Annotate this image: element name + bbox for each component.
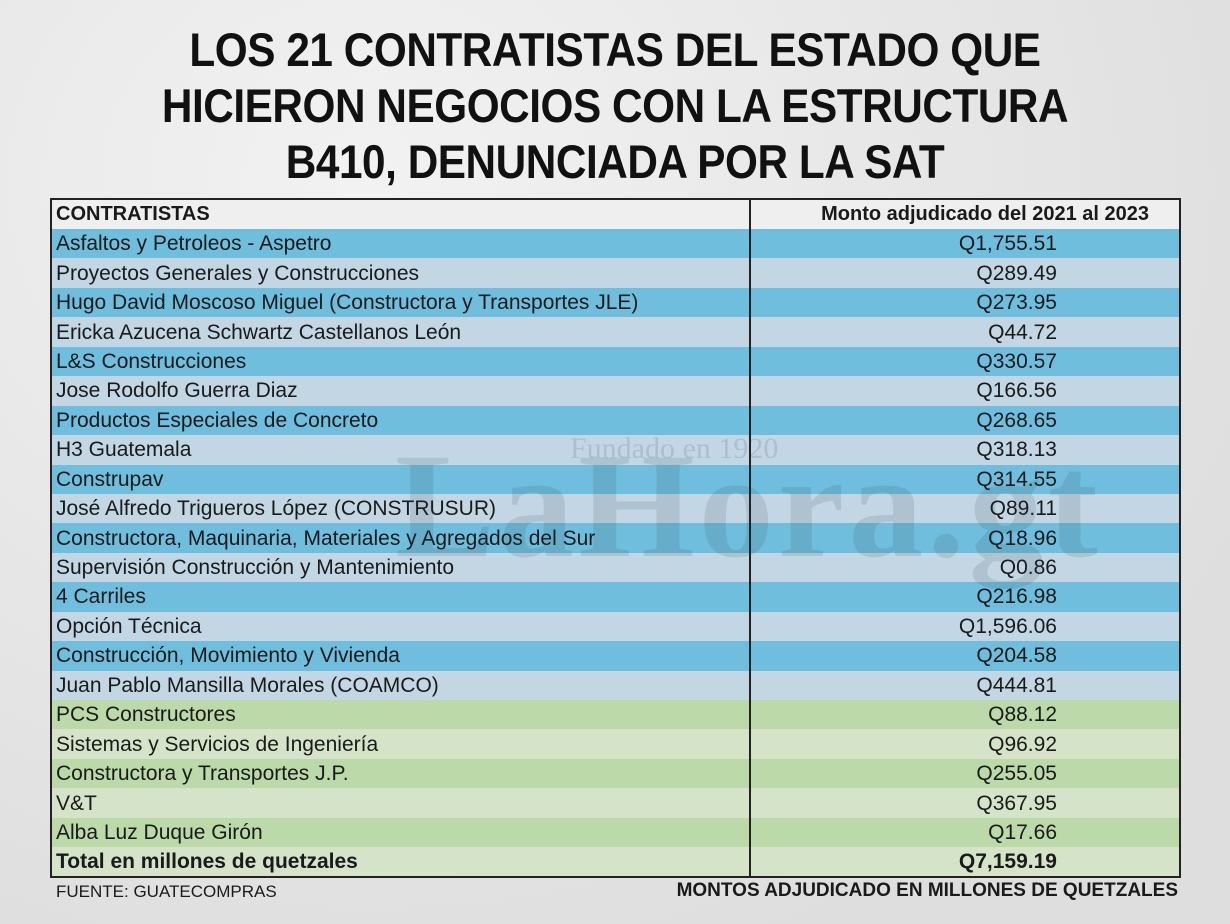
contract-amount: Q255.05 [749, 758, 1180, 789]
table-row: Juan Pablo Mansilla Morales (COAMCO) Q444… [51, 670, 1180, 700]
contract-amount: Q204.58 [749, 641, 1180, 671]
title-line-1: LOS 21 CONTRATISTAS DEL ESTADO QUE [189, 23, 1041, 76]
table-row: Asfaltos y Petroleos - Aspetro Q1,755.51 [51, 229, 1180, 259]
contractor-name: Hugo David Moscoso Miguel (Constructora … [51, 287, 751, 318]
contract-amount: Q216.98 [749, 582, 1180, 612]
contract-amount: Q314.55 [749, 464, 1180, 494]
total-amount: Q7,159.19 [749, 847, 1180, 878]
table-row: V&T Q367.95 [51, 788, 1180, 818]
table-row: José Alfredo Trigueros López (CONSTRUSUR… [51, 493, 1180, 524]
total-row: Total en millones de quetzales Q7,159.19 [51, 847, 1180, 878]
contract-amount: Q89.11 [749, 493, 1180, 524]
contract-amount: Q268.65 [749, 405, 1180, 436]
contract-amount: Q444.81 [749, 670, 1180, 700]
table-row: Construpav Q314.55 [51, 464, 1180, 494]
table-header-row: CONTRATISTAS Monto adjudicado del 2021 a… [51, 199, 1180, 229]
table-row: Opción Técnica Q1,596.06 [51, 611, 1180, 642]
contract-amount: Q18.96 [749, 523, 1180, 553]
contractors-table: CONTRATISTAS Monto adjudicado del 2021 a… [50, 198, 1181, 879]
contract-amount: Q0.86 [749, 552, 1180, 583]
contract-amount: Q289.49 [749, 258, 1180, 288]
table-row: Construcción, Movimiento y Vivienda Q204.… [51, 641, 1180, 671]
contractor-name: L&S Construcciones [51, 346, 751, 377]
contract-amount: Q330.57 [749, 346, 1180, 377]
title-line-3: B410, DENUNCIADA POR LA SAT [285, 135, 945, 188]
table-row: 4 Carriles Q216.98 [51, 582, 1180, 612]
contract-amount: Q96.92 [749, 729, 1180, 759]
contractor-name: Construcción, Movimiento y Vivienda [51, 641, 751, 671]
header-amount: Monto adjudicado del 2021 al 2023 [749, 199, 1180, 229]
contractor-name: Opción Técnica [51, 611, 751, 642]
table-row: Hugo David Moscoso Miguel (Constructora … [51, 287, 1180, 318]
contractor-name: PCS Constructores [51, 700, 751, 730]
contractor-name: 4 Carriles [51, 582, 751, 612]
contract-amount: Q166.56 [749, 376, 1180, 406]
table-row: Productos Especiales de Concreto Q268.65 [51, 405, 1180, 436]
contractor-name: Juan Pablo Mansilla Morales (COAMCO) [51, 670, 751, 700]
page-title: LOS 21 CONTRATISTAS DEL ESTADO QUE HICIE… [62, 22, 1169, 190]
table-row: PCS Constructores Q88.12 [51, 700, 1180, 730]
table-row: Constructora y Transportes J.P. Q255.05 [51, 758, 1180, 789]
contractor-name: Jose Rodolfo Guerra Diaz [51, 376, 751, 406]
contract-amount: Q17.66 [749, 817, 1180, 848]
contract-amount: Q1,596.06 [749, 611, 1180, 642]
contractor-name: Construpav [51, 464, 751, 494]
table-row: Sistemas y Servicios de Ingeniería Q96.92 [51, 729, 1180, 759]
contract-amount: Q273.95 [749, 287, 1180, 318]
contractor-name: Constructora, Maquinaria, Materiales y A… [51, 523, 751, 553]
contractor-name: Supervisión Construcción y Mantenimiento [51, 552, 751, 583]
source-note: FUENTE: GUATECOMPRAS [56, 882, 277, 901]
contractor-name: Proyectos Generales y Construcciones [51, 258, 751, 288]
table-row: Ericka Azucena Schwartz Castellanos León… [51, 317, 1180, 347]
contract-amount: Q1,755.51 [749, 229, 1180, 259]
contract-amount: Q318.13 [749, 435, 1180, 465]
table-row: Constructora, Maquinaria, Materiales y A… [51, 523, 1180, 553]
contractor-name: Productos Especiales de Concreto [51, 405, 751, 436]
contract-amount: Q88.12 [749, 700, 1180, 730]
contract-amount: Q44.72 [749, 317, 1180, 347]
contract-amount: Q367.95 [749, 788, 1180, 818]
table-row: Supervisión Construcción y Mantenimiento… [51, 552, 1180, 583]
table-row: Jose Rodolfo Guerra Diaz Q166.56 [51, 376, 1180, 406]
table-row: Proyectos Generales y Construcciones Q289… [51, 258, 1180, 288]
contractor-name: Alba Luz Duque Girón [51, 817, 751, 848]
contractor-name: José Alfredo Trigueros López (CONSTRUSUR… [51, 493, 751, 524]
total-label: Total en millones de quetzales [51, 847, 751, 878]
table-row: L&S Construcciones Q330.57 [51, 346, 1180, 377]
title-line-2: HICIERON NEGOCIOS CON LA ESTRUCTURA [161, 79, 1069, 132]
contractor-name: Asfaltos y Petroleos - Aspetro [51, 229, 751, 259]
table-row: Alba Luz Duque Girón Q17.66 [51, 817, 1180, 848]
contractor-name: Constructora y Transportes J.P. [51, 758, 751, 789]
contractor-name: Sistemas y Servicios de Ingeniería [51, 729, 751, 759]
table-row: H3 Guatemala Q318.13 [51, 435, 1180, 465]
contractor-name: V&T [51, 788, 751, 818]
header-contractors: CONTRATISTAS [51, 199, 751, 229]
units-note: MONTOS ADJUDICADO EN MILLONES DE QUETZAL… [676, 880, 1178, 901]
contractor-name: Ericka Azucena Schwartz Castellanos León [51, 317, 751, 347]
contractor-name: H3 Guatemala [51, 435, 751, 465]
